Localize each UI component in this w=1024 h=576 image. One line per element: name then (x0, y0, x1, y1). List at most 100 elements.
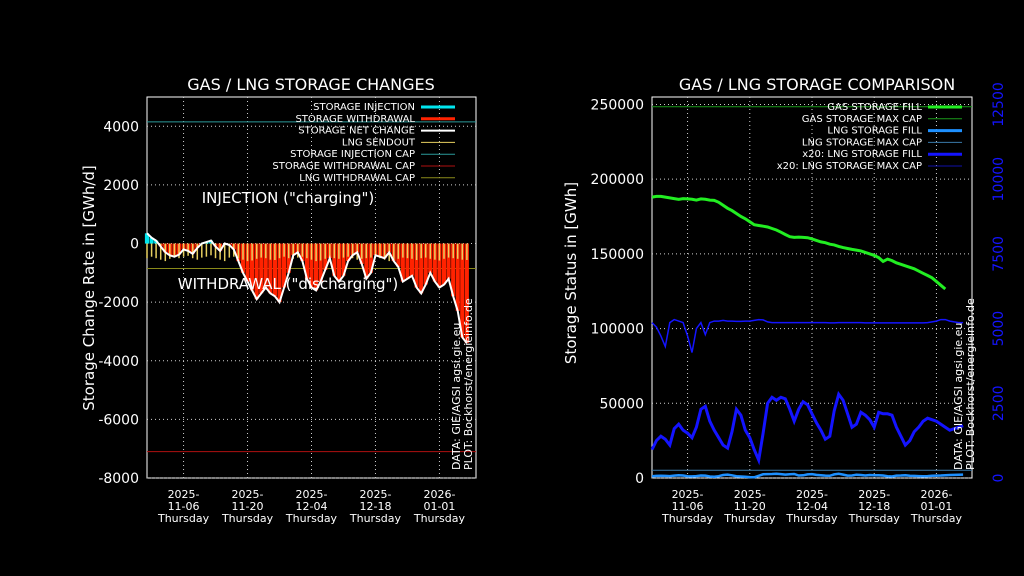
y-tick-label: 150000 (591, 247, 644, 263)
withdrawal-bar (254, 243, 259, 300)
withdrawal-bar (460, 243, 465, 338)
y2-tick-label: 7500 (991, 236, 1007, 272)
withdrawal-bar (314, 243, 319, 291)
x-tick-label: 12-18 (858, 500, 890, 513)
x-tick-label: 11-20 (734, 500, 766, 513)
legend-label: STORAGE INJECTION (313, 102, 415, 113)
y-tick-label: 200000 (591, 172, 644, 188)
x-tick-label: 12-04 (296, 500, 328, 513)
series-lines (650, 106, 972, 479)
x-tick-label: 12-18 (359, 500, 391, 513)
withdrawal-bar (341, 243, 346, 276)
legend-label: STORAGE WITHDRAWAL CAP (272, 161, 415, 172)
source-note: DATA: GIE/AGSI agsi.gie.eu PLOT: Bockhor… (450, 298, 475, 470)
net-change-line (146, 232, 468, 344)
x-tick-label: 11-06 (672, 500, 704, 513)
y-tick-labels: 0 50000 100000 150000 200000 250000 (591, 97, 644, 487)
withdrawal-bar (455, 243, 460, 311)
y2-tick-label: 2500 (991, 385, 1007, 421)
x-tick-label: Thursday (413, 512, 466, 525)
x-tick-label: 2025- (359, 488, 391, 501)
chart-title: GAS / LNG STORAGE COMPARISON (679, 75, 955, 94)
y-tick-label: 50000 (599, 396, 644, 412)
withdrawal-bar (432, 243, 437, 282)
x-tick-label: 2025- (296, 488, 328, 501)
y-tick-label: 250000 (591, 97, 644, 113)
legend-label: STORAGE WITHDRAWAL (295, 114, 415, 125)
legend-label: LNG STORAGE FILL (827, 126, 922, 137)
x-tick-label: 2025- (232, 488, 264, 501)
x20-lng-storage-max-cap-line (651, 318, 964, 353)
withdrawal-bar (414, 243, 419, 288)
y2-tick-label: 10000 (991, 157, 1007, 202)
y2-tick-labels: 0 2500 5000 7500 10000 12500 (991, 82, 1007, 482)
withdrawal-bar (336, 243, 341, 282)
x-tick-label: Thursday (285, 512, 338, 525)
y2-tick-label: 5000 (991, 311, 1007, 347)
withdrawal-bar (318, 243, 323, 282)
legend-label: x20: LNG STORAGE FILL (802, 149, 922, 160)
x-tick-label: 12-04 (796, 500, 828, 513)
x-tick-label: 2025- (168, 488, 200, 501)
x-tick-label: 2025- (734, 488, 766, 501)
x-tick-label: Thursday (157, 512, 210, 525)
withdrawal-bar (400, 243, 405, 282)
bars (144, 233, 469, 344)
gas-storage-fill-line (651, 194, 947, 291)
withdrawal-bar (263, 243, 268, 288)
withdrawal-annotation: WITHDRAWAL ("discharging") (178, 275, 398, 293)
storage-comparison-chart: GAS / LNG STORAGE COMPARISON 05000010000… (562, 75, 1007, 525)
x-tick-label: Thursday (723, 512, 776, 525)
y-tick-label: -2000 (98, 295, 139, 311)
x-tick-label: 2025- (796, 488, 828, 501)
withdrawal-bar (410, 243, 415, 276)
x-tick-label: Thursday (661, 512, 714, 525)
y-tick-label: 2000 (103, 178, 139, 194)
x20-lng-storage-fill-line (650, 390, 964, 466)
y-axis-label: Storage Status in [GWh] (562, 182, 580, 364)
source-note: DATA: GIE/AGSI agsi.gie.eu PLOT: Bockhor… (952, 298, 977, 470)
source-note-data: DATA: GIE/AGSI agsi.gie.eu (450, 323, 463, 470)
legend-label: STORAGE NET CHANGE (298, 126, 415, 137)
withdrawal-bar (268, 243, 273, 294)
legend-label: STORAGE INJECTION CAP (290, 149, 415, 160)
injection-bar (144, 233, 149, 244)
withdrawal-bar (332, 243, 337, 276)
y-tick-labels: 4000 2000 0 -2000 -4000 -6000 -8000 (98, 119, 139, 487)
withdrawal-bar (442, 243, 447, 285)
series-lines (146, 232, 468, 344)
source-note-plot: PLOT: Bockhorst/energieinfo.de (964, 298, 977, 470)
legend-label: GAS STORAGE FILL (827, 102, 922, 113)
x-tick-label: 2026- (920, 488, 952, 501)
withdrawal-bar (277, 243, 282, 303)
injection-bar (149, 237, 154, 244)
withdrawal-bar (437, 243, 442, 288)
storage-changes-chart: GAS / LNG STORAGE CHANGES 4000 2000 0 -2000… (80, 75, 477, 525)
legend-label: LNG STORAGE MAX CAP (802, 137, 922, 148)
y-tick-label: -8000 (98, 471, 139, 487)
withdrawal-bar (405, 243, 410, 279)
source-note-data: DATA: GIE/AGSI agsi.gie.eu (952, 323, 965, 470)
withdrawal-bar (419, 243, 424, 294)
y-tick-label: -6000 (98, 412, 139, 428)
withdrawal-bar (272, 243, 277, 297)
x-tick-label: Thursday (349, 512, 402, 525)
y-tick-label: 0 (130, 237, 139, 253)
x-tick-label: Thursday (910, 512, 963, 525)
x-tick-label: 01-01 (920, 500, 952, 513)
lng-storage-fill-line (651, 472, 964, 479)
source-note-plot: PLOT: Bockhorst/energieinfo.de (462, 298, 475, 470)
legend-label: x20: LNG STORAGE MAX CAP (777, 161, 922, 172)
y-tick-label: 4000 (103, 119, 139, 135)
y-tick-label: 100000 (591, 322, 644, 338)
y-axis-label: Storage Change Rate in [GWh/d] (80, 165, 98, 411)
withdrawal-bar (245, 243, 250, 282)
x-tick-label: 2025- (858, 488, 890, 501)
x-tick-labels: 2025-11-06Thursday2025-11-20Thursday2025… (661, 488, 963, 525)
y2-tick-label: 12500 (991, 82, 1007, 127)
withdrawal-bar (464, 243, 469, 344)
y-tick-label: -4000 (98, 354, 139, 370)
withdrawal-bar (304, 243, 309, 279)
chart-title: GAS / LNG STORAGE CHANGES (187, 75, 434, 94)
